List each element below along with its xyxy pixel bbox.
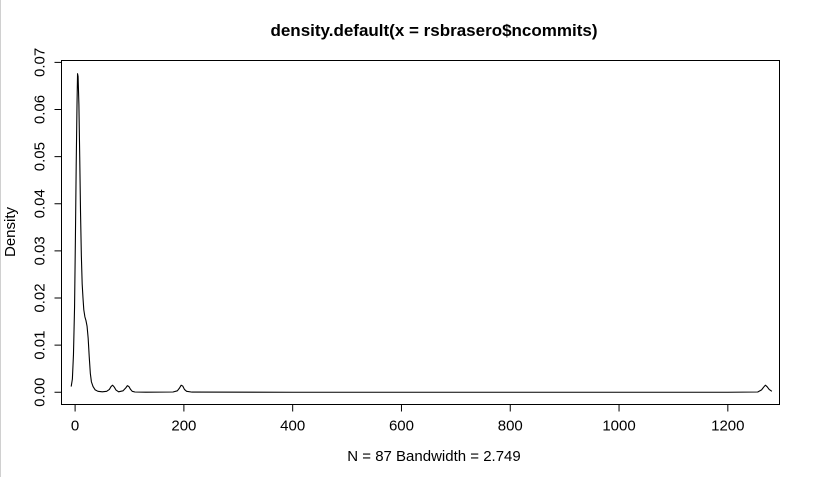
x-tick-label: 0 [71, 418, 79, 435]
y-tick-label: 0.00 [32, 378, 49, 407]
x-axis-label: N = 87 Bandwidth = 2.749 [347, 448, 520, 465]
y-tick-label: 0.05 [32, 142, 49, 171]
window-left-edge [0, 0, 1, 477]
y-tick-label: 0.04 [32, 189, 49, 218]
y-tick-label: 0.06 [32, 95, 49, 124]
x-tick-label: 600 [389, 418, 414, 435]
y-axis: 0.00 0.01 0.02 0.03 0.04 0.05 0.06 0.07 [32, 48, 62, 407]
y-tick-label: 0.01 [32, 331, 49, 360]
y-axis-label: Density [2, 206, 19, 257]
x-axis: 0 200 400 600 800 1000 1200 [71, 404, 745, 435]
plot-frame [61, 60, 780, 405]
x-tick-label: 800 [498, 418, 523, 435]
x-tick-label: 1200 [711, 418, 744, 435]
density-points [71, 74, 772, 393]
y-tick-label: 0.02 [32, 283, 49, 312]
y-tick-label: 0.07 [32, 48, 49, 77]
x-tick-label: 1000 [602, 418, 635, 435]
chart-title: density.default(x = rsbrasero$ncommits) [270, 21, 597, 40]
x-tick-label: 400 [280, 418, 305, 435]
density-line [70, 73, 773, 393]
x-tick-label: 200 [171, 418, 196, 435]
y-tick-label: 0.03 [32, 236, 49, 265]
